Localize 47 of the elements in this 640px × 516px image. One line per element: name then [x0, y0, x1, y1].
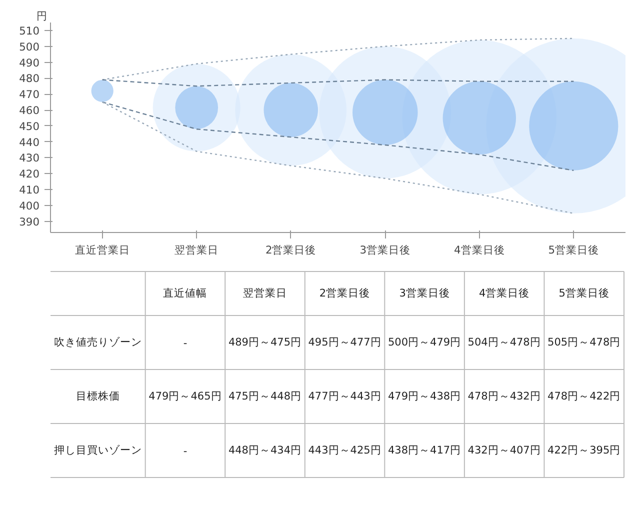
y-tick-label: 480 [19, 72, 40, 86]
y-axis-title: 円 [36, 10, 48, 22]
y-tick-label: 410 [19, 184, 40, 197]
text: 505円～478円 [548, 336, 621, 348]
text: - [183, 338, 188, 350]
text: 500円～479円 [388, 336, 462, 348]
text: 448円～434円 [228, 444, 302, 456]
x-tick-label: 2営業日後 [265, 244, 316, 256]
text: 479円～438円 [388, 390, 462, 402]
x-tick-label: 直近値幅 [163, 286, 208, 300]
x-tick-label: 3営業日後 [360, 244, 411, 256]
y-tick-label: 500 [19, 40, 40, 54]
text: 432円～407円 [468, 444, 541, 456]
y-tick-label: 430 [19, 152, 40, 165]
y-tick-label: 460 [19, 104, 40, 117]
y-tick-label: 470 [19, 88, 40, 102]
y-tick-label: 400 [19, 199, 40, 212]
text: 422円～395円 [548, 444, 621, 456]
x-tick-label: 4営業日後 [478, 286, 530, 300]
y-tick-label: 目標株価 [76, 390, 120, 402]
x-tick-label: 直近営業日 [74, 244, 130, 256]
x-tick-label: 2営業日後 [319, 286, 370, 300]
y-tick-label: 490 [19, 56, 40, 70]
text: 443円～425円 [308, 444, 382, 456]
text: 438円～417円 [388, 444, 462, 456]
x-tick-label: 5営業日後 [548, 244, 600, 256]
x-tick-label: 3営業日後 [399, 286, 450, 300]
text: 478円～422円 [548, 390, 621, 402]
y-tick-label: 440 [19, 136, 40, 149]
y-tick-label: 吹き値売りゾーン [54, 336, 142, 348]
text: 495円～477円 [308, 336, 382, 348]
text: 504円～478円 [468, 336, 541, 348]
text: 475円～448円 [228, 390, 302, 402]
text: 479円～465円 [148, 390, 222, 402]
text: 478円～432円 [468, 390, 541, 402]
y-tick-label: 420 [19, 168, 40, 181]
y-tick-label: 450 [19, 120, 40, 133]
text: - [183, 446, 188, 458]
x-tick-label: 4営業日後 [454, 244, 505, 256]
x-tick-label: 翌営業日 [242, 286, 287, 300]
y-tick-label: 390 [19, 215, 40, 228]
y-tick-label: 押し目買いゾーン [54, 444, 142, 456]
x-tick-label: 翌営業日 [174, 244, 219, 256]
text: 489円～475円 [228, 336, 302, 348]
text: 477円～443円 [308, 390, 382, 402]
x-tick-label: 5営業日後 [558, 286, 610, 300]
y-tick-label: 510 [19, 24, 40, 38]
